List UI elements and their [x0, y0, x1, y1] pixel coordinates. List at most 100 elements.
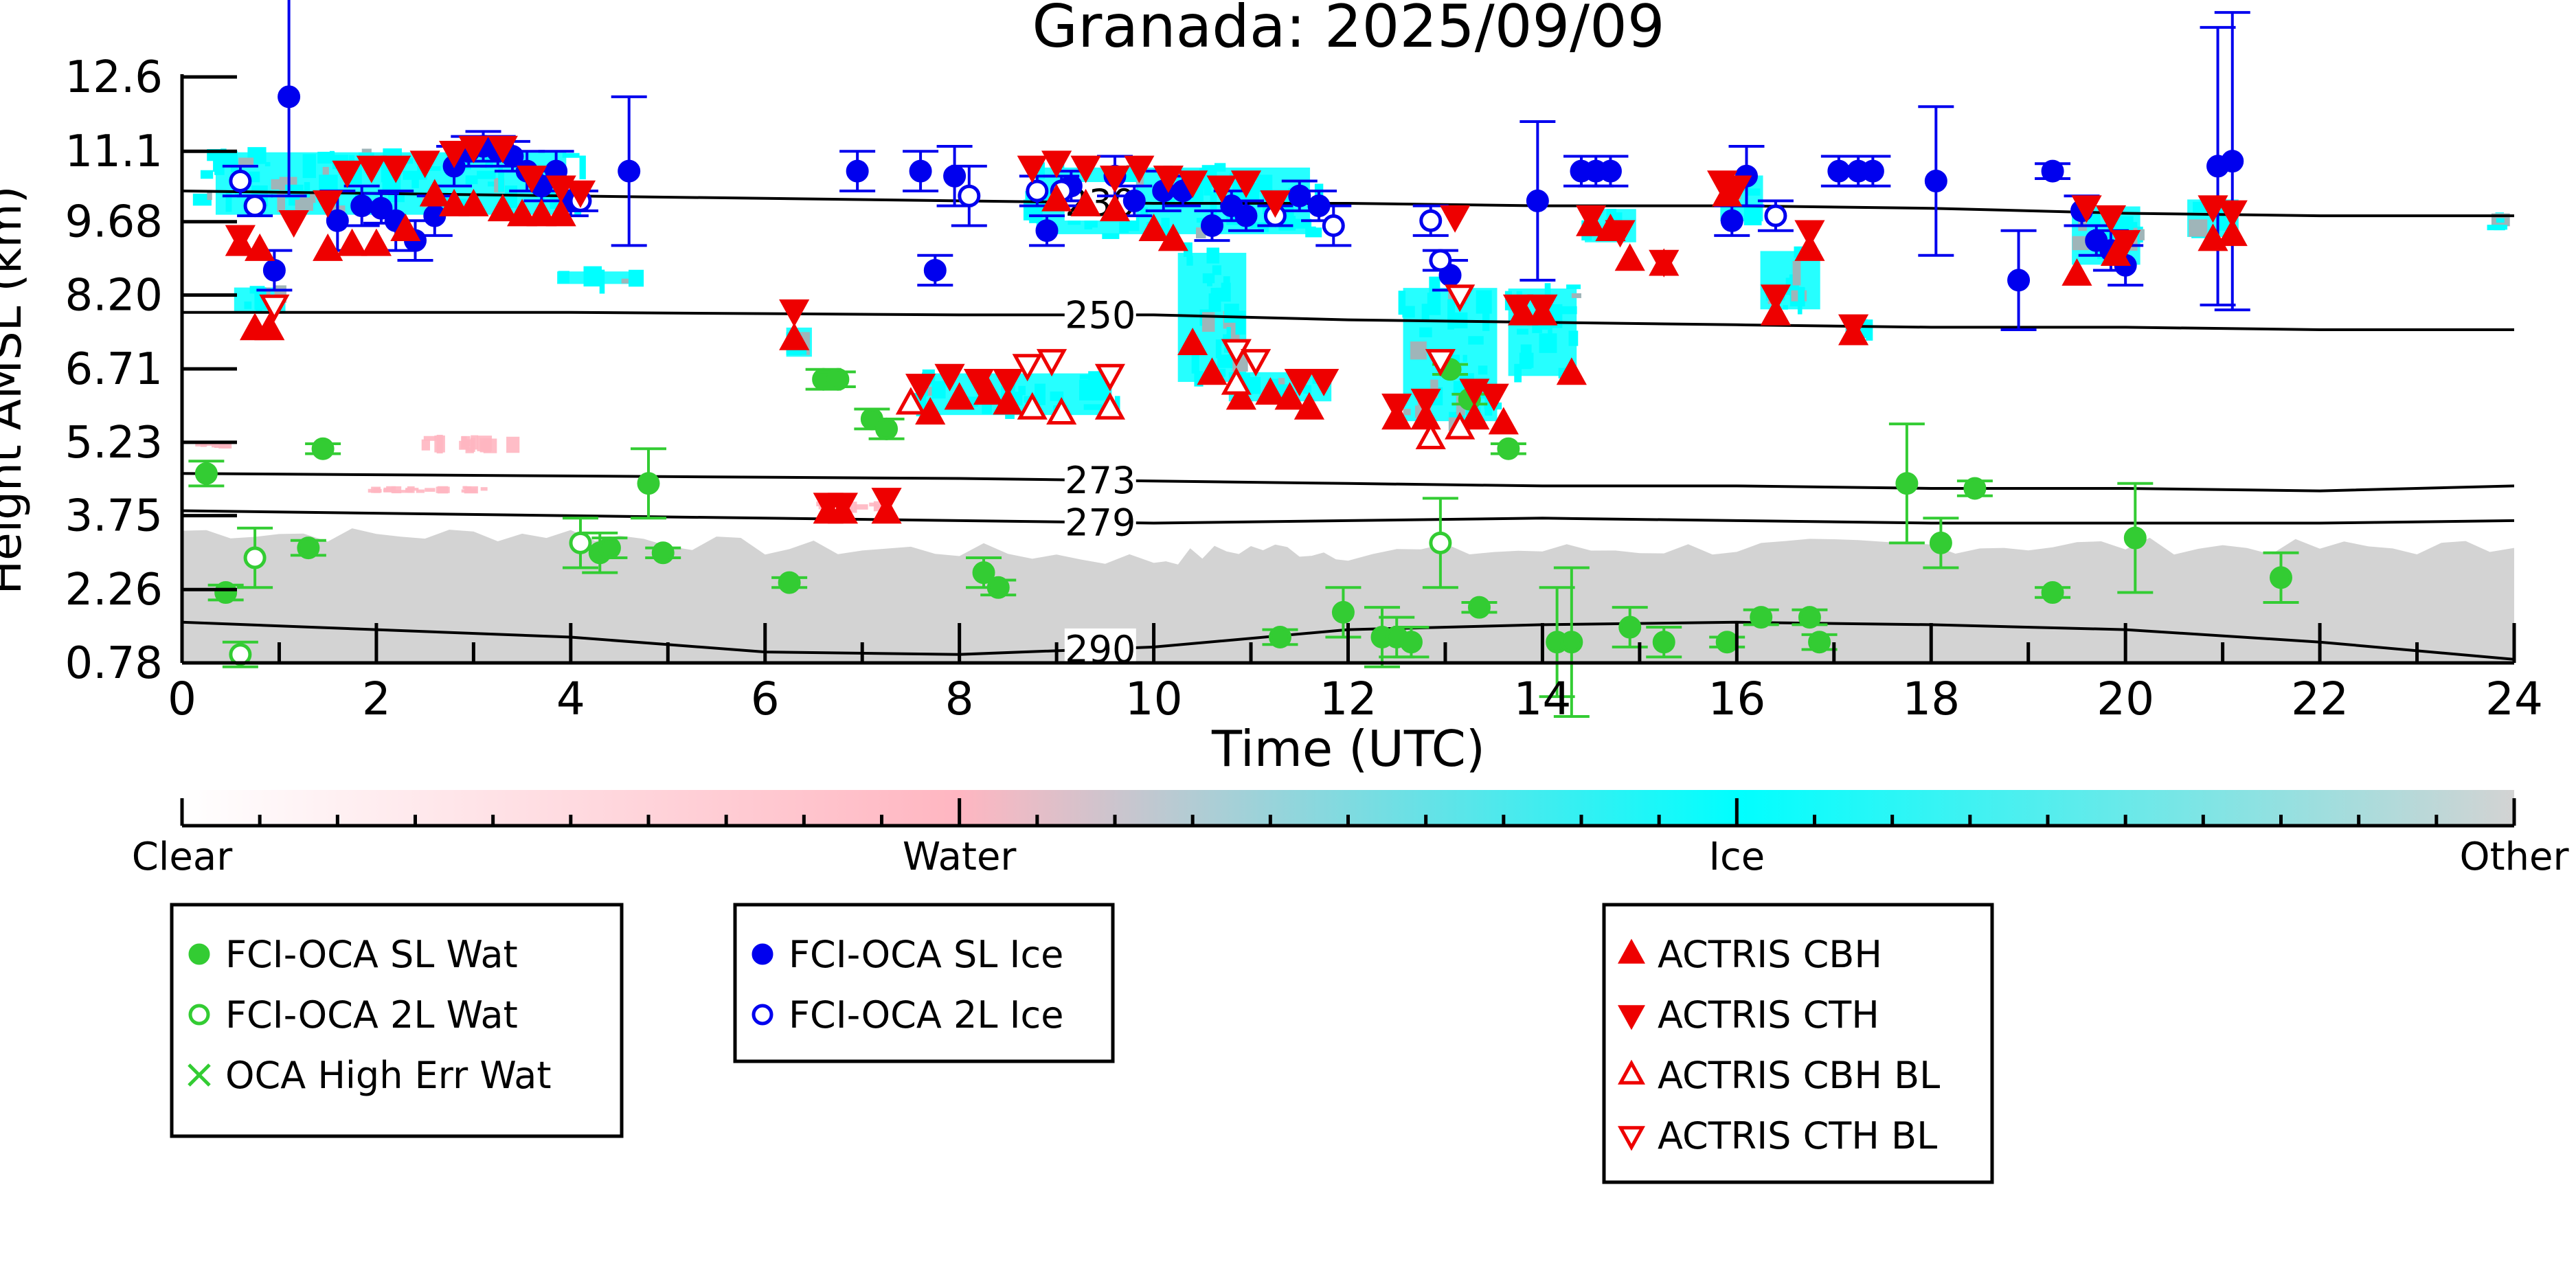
- data-point: [278, 210, 309, 238]
- data-point: [2071, 195, 2102, 223]
- legend-label: ACTRIS CBH: [1658, 933, 1882, 976]
- data-point: [1017, 155, 1048, 183]
- y-tick-label: 6.71: [65, 344, 163, 395]
- data-point: [438, 188, 470, 216]
- legend-marker: [1618, 1059, 1645, 1085]
- data-point: [1721, 175, 1752, 203]
- data-point: [2217, 200, 2248, 228]
- data-point: [2095, 205, 2127, 233]
- colorbar-label: Other: [2459, 835, 2569, 879]
- y-tick-label: 2.26: [65, 565, 163, 615]
- colorbar-label: Ice: [1708, 835, 1765, 879]
- data-point: [254, 313, 285, 341]
- isotherm-label: 273: [1065, 459, 1136, 502]
- legend-entry: ACTRIS CTH BL: [1618, 1114, 1937, 1157]
- ice-speck: [1548, 325, 1552, 340]
- data-point: [297, 536, 320, 560]
- ice-speck: [1208, 293, 1216, 311]
- ice-speck: [1024, 396, 1031, 403]
- data-point: [332, 160, 363, 188]
- ice-patch: [557, 266, 644, 294]
- ice-speck: [1421, 304, 1430, 323]
- y-tick-label: 9.68: [65, 197, 163, 248]
- data-point: [1929, 531, 1952, 554]
- colorbar: Clear Water Ice Other: [132, 790, 2569, 879]
- ice-speck: [1566, 284, 1581, 289]
- ice-speck: [477, 170, 496, 179]
- ice-speck: [1226, 327, 1231, 339]
- isotherm-label: 250: [1065, 293, 1136, 337]
- data-point: [1467, 596, 1491, 619]
- data-point: [637, 472, 660, 495]
- data-point: [1963, 477, 1987, 500]
- data-point: [458, 188, 489, 216]
- ice-speck: [1217, 354, 1234, 368]
- legend-entry: ACTRIS CBH: [1618, 933, 1882, 976]
- legend-marker: [1618, 938, 1645, 964]
- ice-speck: [302, 154, 316, 179]
- ice-speck: [1215, 339, 1222, 359]
- data-point: [1618, 615, 1642, 639]
- ice-speck: [1429, 276, 1440, 297]
- ice-speck: [1000, 386, 1006, 403]
- ice-speck: [1186, 256, 1193, 266]
- water-speck: [407, 486, 415, 493]
- ice-speck: [1866, 319, 1873, 341]
- data-point: [993, 368, 1024, 396]
- data-point: [278, 85, 301, 109]
- water-speck: [423, 436, 437, 441]
- ice-speck: [1792, 261, 1801, 286]
- x-axis-label: Time (UTC): [1211, 720, 1485, 778]
- x-tick-label: 10: [1125, 673, 1183, 725]
- legend-label: ACTRIS CTH BL: [1658, 1114, 1937, 1157]
- data-point: [1094, 392, 1126, 420]
- water-speck: [383, 487, 394, 493]
- data-point: [1197, 357, 1228, 385]
- legend-entry: OCA High Err Wat: [188, 1054, 552, 1097]
- data-point: [1478, 383, 1509, 411]
- legend-label: FCI-OCA SL Ice: [789, 933, 1063, 976]
- ice-speck: [277, 194, 286, 212]
- y-tick-label: 3.75: [65, 491, 163, 542]
- series-actris-cbh-bl: [895, 367, 1476, 450]
- data-point: [1288, 184, 1311, 207]
- ice-speck: [1797, 299, 1803, 315]
- ice-speck: [411, 175, 419, 188]
- legend-label: FCI-OCA 2L Wat: [225, 993, 518, 1037]
- ice-speck: [213, 158, 223, 172]
- ice-speck: [1067, 217, 1081, 225]
- ice-speck: [487, 181, 497, 187]
- data-point: [1419, 209, 1443, 232]
- data-point: [1715, 631, 1739, 654]
- data-point: [243, 546, 267, 569]
- isotherm-label-bg: [1064, 460, 1136, 499]
- data-point: [1459, 402, 1490, 430]
- data-point: [1206, 175, 1237, 203]
- ice-speck: [1092, 385, 1104, 400]
- chart-title: Granada: 2025/09/09: [1032, 0, 1664, 61]
- data-markers: [188, 0, 2299, 718]
- ice-speck: [1221, 282, 1231, 302]
- data-point: [2041, 581, 2064, 605]
- ice-speck: [579, 155, 586, 179]
- ice-speck: [1114, 396, 1120, 412]
- data-point: [1221, 367, 1252, 395]
- data-point: [1322, 214, 1345, 237]
- ice-speck: [225, 192, 232, 212]
- water-speck: [201, 442, 216, 447]
- legend-frame: [733, 903, 1115, 1063]
- data-point: [1764, 204, 1787, 227]
- data-point: [1556, 357, 1587, 385]
- data-point: [350, 194, 374, 218]
- data-point: [390, 213, 421, 241]
- isotherm-line: [182, 472, 2514, 493]
- ice-speck: [1403, 408, 1411, 416]
- water-speck: [471, 435, 479, 450]
- data-point: [1177, 170, 1208, 199]
- data-point: [2110, 229, 2141, 258]
- data-point: [313, 190, 343, 218]
- data-point: [361, 228, 392, 256]
- data-point: [1808, 631, 1831, 654]
- data-point: [1429, 531, 1452, 554]
- data-point: [229, 170, 252, 193]
